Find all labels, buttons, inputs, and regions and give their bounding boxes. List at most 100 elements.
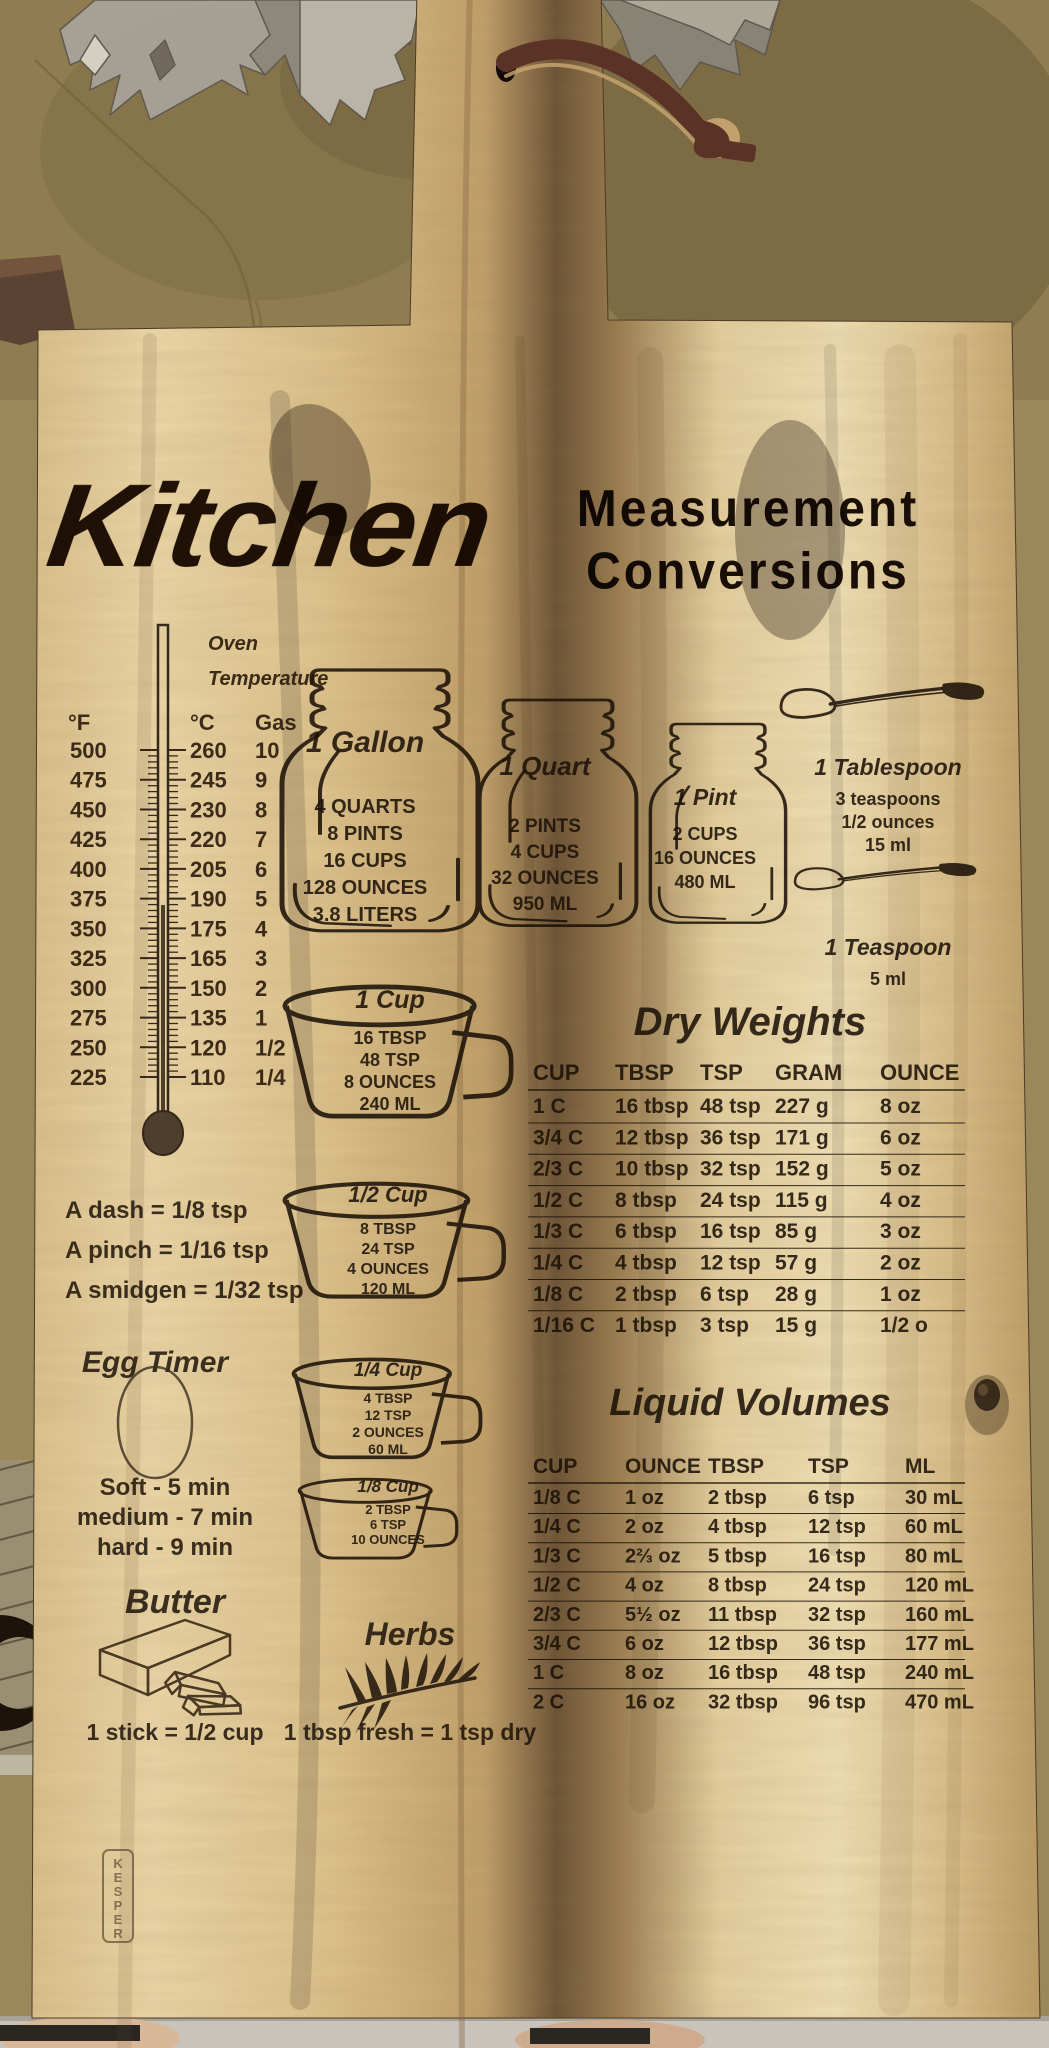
svg-text:480 ML: 480 ML bbox=[674, 872, 735, 892]
svg-text:1: 1 bbox=[255, 1006, 267, 1031]
svg-text:12 tsp: 12 tsp bbox=[700, 1252, 761, 1275]
svg-text:10 OUNCES: 10 OUNCES bbox=[351, 1532, 425, 1547]
svg-text:60 mL: 60 mL bbox=[905, 1516, 963, 1538]
svg-text:6 oz: 6 oz bbox=[880, 1126, 921, 1149]
svg-text:16 tsp: 16 tsp bbox=[700, 1220, 761, 1243]
svg-text:2 C: 2 C bbox=[533, 1691, 564, 1713]
svg-text:475: 475 bbox=[70, 768, 107, 793]
svg-text:6 tsp: 6 tsp bbox=[700, 1283, 749, 1306]
svg-text:8 PINTS: 8 PINTS bbox=[327, 823, 403, 845]
svg-text:220: 220 bbox=[190, 827, 227, 852]
svg-text:1/2 Cup: 1/2 Cup bbox=[348, 1182, 427, 1207]
svg-text:10: 10 bbox=[255, 738, 279, 763]
svg-text:1 Pint: 1 Pint bbox=[674, 784, 738, 810]
svg-text:hard - 9 min: hard - 9 min bbox=[97, 1534, 233, 1561]
svg-text:500: 500 bbox=[70, 738, 107, 763]
svg-text:4 CUPS: 4 CUPS bbox=[511, 842, 580, 863]
svg-text:205: 205 bbox=[190, 857, 227, 882]
svg-text:171 g: 171 g bbox=[775, 1126, 829, 1149]
svg-text:°C: °C bbox=[190, 710, 215, 735]
svg-text:4 tbsp: 4 tbsp bbox=[615, 1252, 677, 1275]
svg-text:24 tsp: 24 tsp bbox=[808, 1575, 866, 1597]
svg-text:190: 190 bbox=[190, 887, 227, 912]
svg-text:1/3 C: 1/3 C bbox=[533, 1545, 581, 1567]
svg-text:32 OUNCES: 32 OUNCES bbox=[491, 868, 599, 889]
svg-text:E: E bbox=[114, 1912, 123, 1927]
svg-text:1/3 C: 1/3 C bbox=[533, 1220, 583, 1243]
svg-text:2 tbsp: 2 tbsp bbox=[708, 1487, 767, 1509]
svg-text:8 oz: 8 oz bbox=[880, 1095, 921, 1118]
svg-text:2 oz: 2 oz bbox=[625, 1516, 664, 1538]
svg-text:48 TSP: 48 TSP bbox=[360, 1050, 420, 1070]
svg-text:6 oz: 6 oz bbox=[625, 1633, 664, 1655]
svg-text:227 g: 227 g bbox=[775, 1095, 829, 1118]
svg-text:32 tsp: 32 tsp bbox=[808, 1604, 866, 1626]
svg-text:5 ml: 5 ml bbox=[870, 969, 906, 989]
svg-text:80 mL: 80 mL bbox=[905, 1545, 963, 1567]
svg-text:6: 6 bbox=[255, 857, 267, 882]
svg-text:3 teaspoons: 3 teaspoons bbox=[835, 789, 940, 809]
svg-text:32 tbsp: 32 tbsp bbox=[708, 1691, 778, 1713]
svg-text:28 g: 28 g bbox=[775, 1283, 817, 1306]
svg-text:GRAM: GRAM bbox=[775, 1060, 842, 1085]
svg-text:115 g: 115 g bbox=[775, 1189, 828, 1212]
svg-text:1/8 C: 1/8 C bbox=[533, 1487, 581, 1509]
svg-text:ML: ML bbox=[905, 1455, 935, 1478]
svg-text:240 mL: 240 mL bbox=[905, 1662, 974, 1684]
svg-text:4: 4 bbox=[255, 916, 268, 941]
svg-text:CUP: CUP bbox=[533, 1060, 579, 1085]
svg-text:A dash = 1/8 tsp: A dash = 1/8 tsp bbox=[65, 1197, 248, 1224]
svg-text:7: 7 bbox=[255, 827, 267, 852]
svg-text:400: 400 bbox=[70, 857, 107, 882]
svg-text:1 Quart: 1 Quart bbox=[499, 751, 591, 781]
svg-text:3 tsp: 3 tsp bbox=[700, 1314, 749, 1337]
svg-text:2 OUNCES: 2 OUNCES bbox=[352, 1424, 424, 1440]
svg-text:15 ml: 15 ml bbox=[865, 835, 911, 855]
svg-text:8 oz: 8 oz bbox=[625, 1662, 664, 1684]
svg-text:A pinch = 1/16 tsp: A pinch = 1/16 tsp bbox=[65, 1237, 269, 1264]
svg-text:4 OUNCES: 4 OUNCES bbox=[347, 1261, 429, 1278]
svg-text:12 TSP: 12 TSP bbox=[365, 1407, 412, 1423]
svg-text:240 ML: 240 ML bbox=[359, 1094, 420, 1114]
svg-text:2: 2 bbox=[255, 976, 267, 1001]
svg-text:5 oz: 5 oz bbox=[880, 1158, 921, 1181]
svg-text:6 tsp: 6 tsp bbox=[808, 1487, 855, 1509]
svg-text:24 TSP: 24 TSP bbox=[361, 1241, 415, 1258]
svg-text:16 OUNCES: 16 OUNCES bbox=[654, 848, 756, 868]
svg-text:4 oz: 4 oz bbox=[880, 1189, 921, 1212]
svg-text:2⅔ oz: 2⅔ oz bbox=[625, 1545, 681, 1567]
svg-text:2/3 C: 2/3 C bbox=[533, 1158, 583, 1181]
svg-text:3.8 LITERS: 3.8 LITERS bbox=[313, 904, 417, 926]
svg-text:3: 3 bbox=[255, 946, 267, 971]
svg-text:425: 425 bbox=[70, 827, 107, 852]
svg-text:375: 375 bbox=[70, 887, 107, 912]
svg-text:S: S bbox=[114, 1884, 123, 1899]
svg-text:1/2 C: 1/2 C bbox=[533, 1189, 583, 1212]
svg-text:60 ML: 60 ML bbox=[368, 1441, 408, 1457]
svg-text:1 Teaspoon: 1 Teaspoon bbox=[825, 934, 952, 960]
svg-text:16 TBSP: 16 TBSP bbox=[353, 1028, 426, 1048]
svg-text:2 CUPS: 2 CUPS bbox=[672, 824, 737, 844]
svg-text:16 tbsp: 16 tbsp bbox=[708, 1662, 778, 1684]
svg-text:1/8 C: 1/8 C bbox=[533, 1283, 583, 1306]
svg-text:8 TBSP: 8 TBSP bbox=[360, 1221, 416, 1238]
svg-text:Temperature: Temperature bbox=[208, 668, 328, 690]
svg-text:57 g: 57 g bbox=[775, 1252, 817, 1275]
svg-text:150: 150 bbox=[190, 976, 227, 1001]
svg-text:96 tsp: 96 tsp bbox=[808, 1691, 866, 1713]
svg-text:Soft - 5 min: Soft - 5 min bbox=[100, 1474, 231, 1501]
svg-text:12 tbsp: 12 tbsp bbox=[615, 1126, 689, 1149]
svg-text:1/4: 1/4 bbox=[255, 1065, 286, 1090]
svg-text:120 mL: 120 mL bbox=[905, 1575, 974, 1597]
svg-text:Egg Timer: Egg Timer bbox=[82, 1346, 230, 1379]
svg-text:152 g: 152 g bbox=[775, 1158, 829, 1181]
svg-text:10 tbsp: 10 tbsp bbox=[615, 1158, 689, 1181]
svg-text:CUP: CUP bbox=[533, 1455, 577, 1478]
svg-text:12 tsp: 12 tsp bbox=[808, 1516, 866, 1538]
svg-text:Herbs: Herbs bbox=[365, 1616, 456, 1652]
svg-text:TBSP: TBSP bbox=[615, 1060, 674, 1085]
svg-text:°F: °F bbox=[68, 710, 90, 735]
svg-text:6 tbsp: 6 tbsp bbox=[615, 1220, 677, 1243]
svg-text:9: 9 bbox=[255, 768, 267, 793]
svg-text:8 tbsp: 8 tbsp bbox=[615, 1189, 677, 1212]
